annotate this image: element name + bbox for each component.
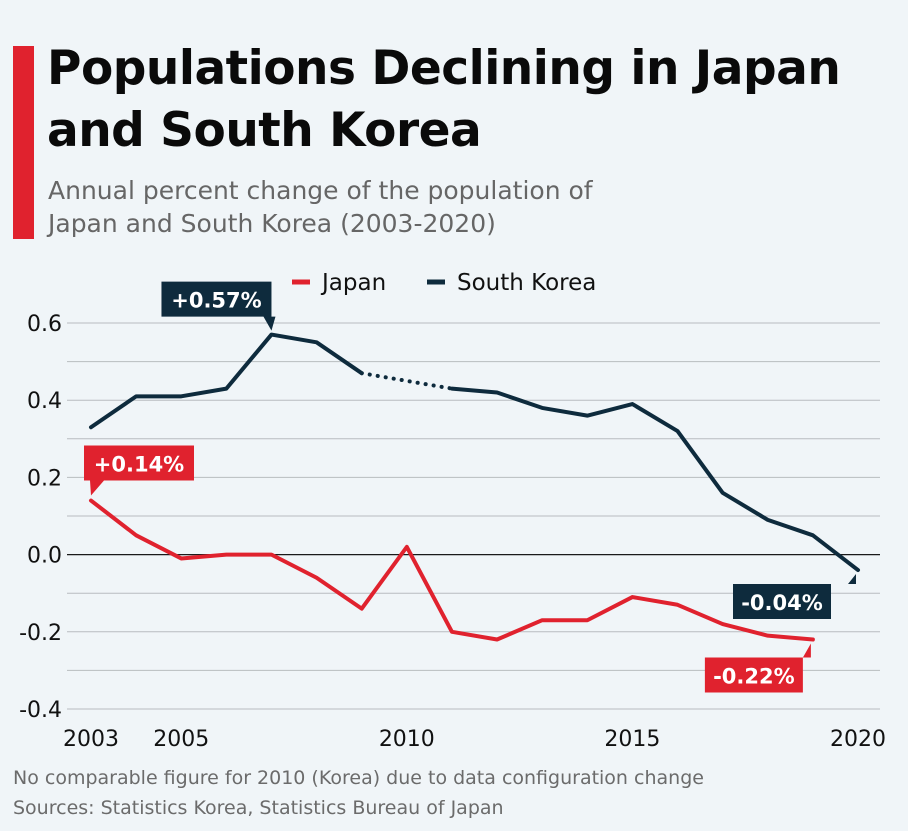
sources-note: Sources: Statistics Korea, Statistics Bu… [13, 797, 504, 819]
y-tick-label: -0.4 [19, 698, 62, 723]
annotation-label: +0.14% [94, 453, 184, 477]
legend-label-japan: Japan [320, 270, 386, 296]
annotation-label: -0.22% [713, 665, 795, 689]
south-korea-line [449, 386, 860, 573]
y-tick-label: -0.2 [19, 621, 62, 646]
chart-title: Populations Declining in Japan and South… [47, 41, 841, 158]
annotation-callout [161, 281, 276, 331]
japan-line [89, 498, 815, 642]
title-accent-bar [13, 46, 34, 239]
x-tick-label: 2015 [604, 727, 660, 752]
south-korea-gap-dotted [359, 371, 454, 391]
y-tick-label: 0.2 [27, 466, 62, 491]
footnote: No comparable figure for 2010 (Korea) du… [13, 767, 704, 789]
south-korea-line [89, 332, 364, 430]
chart-subtitle: Annual percent change of the population … [48, 176, 593, 238]
x-tick-label: 2003 [63, 727, 119, 752]
y-tick-label: 0.4 [27, 389, 62, 414]
y-tick-label: 0.0 [27, 544, 62, 569]
annotation-callout [84, 445, 194, 496]
y-tick-label: 0.6 [27, 312, 62, 337]
legend-label-south-korea: South Korea [457, 270, 596, 296]
annotation-label: -0.04% [741, 591, 823, 615]
x-tick-label: 2010 [379, 727, 435, 752]
annotation-callout [704, 643, 811, 693]
x-tick-label: 2020 [830, 727, 886, 752]
x-tick-label: 2005 [153, 727, 209, 752]
annotation-callout [733, 574, 856, 620]
annotation-label: +0.57% [171, 289, 261, 313]
